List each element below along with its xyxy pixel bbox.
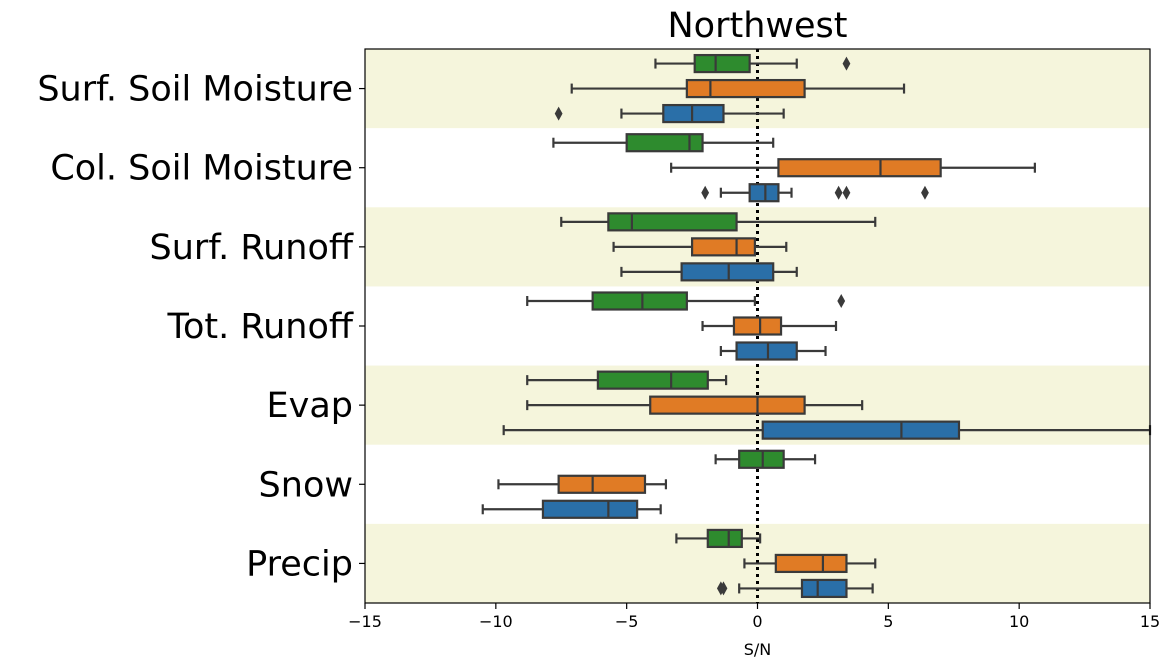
x-tick-label: 10 xyxy=(1009,612,1029,631)
box-iqr xyxy=(625,133,704,153)
category-label: Precip xyxy=(246,544,353,584)
box-1 xyxy=(552,133,775,153)
box-iqr xyxy=(748,183,780,203)
box-1 xyxy=(526,291,846,311)
flier-point xyxy=(842,185,851,200)
box-iqr xyxy=(800,578,848,599)
box-3 xyxy=(701,183,929,203)
box-2 xyxy=(670,158,1036,178)
box-1 xyxy=(654,53,851,74)
x-tick-label: −10 xyxy=(479,612,513,631)
category-label: Surf. Runoff xyxy=(150,228,354,268)
category-label: Tot. Runoff xyxy=(167,307,354,347)
box-iqr xyxy=(738,449,785,469)
box-2 xyxy=(743,553,877,574)
flier-point xyxy=(716,581,725,596)
box-2 xyxy=(526,395,864,415)
box-series xyxy=(481,53,1152,599)
box-3 xyxy=(716,578,874,599)
box-iqr xyxy=(732,316,783,336)
x-tick-label: 0 xyxy=(752,612,762,631)
box-2 xyxy=(497,474,668,494)
box-3 xyxy=(502,420,1152,440)
category-label: Evap xyxy=(267,386,354,426)
flier-point xyxy=(554,106,563,121)
box-iqr xyxy=(706,528,743,549)
box-iqr xyxy=(557,474,647,494)
box-iqr xyxy=(591,291,688,311)
box-iqr xyxy=(662,103,725,124)
box-iqr xyxy=(777,158,942,178)
x-axis-label: S/N xyxy=(744,640,772,659)
box-2 xyxy=(570,78,906,99)
box-iqr xyxy=(649,395,806,415)
chart-title: Northwest xyxy=(667,6,847,46)
x-tick-label: −5 xyxy=(615,612,639,631)
box-iqr xyxy=(596,370,709,390)
box-iqr xyxy=(607,212,738,232)
box-iqr xyxy=(685,78,806,99)
box-iqr xyxy=(735,341,798,361)
box-3 xyxy=(620,262,798,282)
box-iqr xyxy=(774,553,848,574)
box-3 xyxy=(719,341,827,361)
category-label: Snow xyxy=(259,465,353,505)
box-1 xyxy=(560,212,877,232)
x-tick-label: 5 xyxy=(883,612,893,631)
box-iqr xyxy=(680,262,775,282)
flier-point xyxy=(837,294,846,308)
category-label: Col. Soil Moisture xyxy=(50,149,353,189)
box-iqr xyxy=(541,499,639,519)
flier-point xyxy=(701,185,710,200)
box-iqr xyxy=(761,420,961,440)
box-1 xyxy=(714,449,817,469)
x-axis-ticks: −15 −10 −5 0 5 10 15 xyxy=(348,603,1160,631)
box-iqr xyxy=(693,53,751,74)
flier-point xyxy=(921,185,929,200)
box-2 xyxy=(612,237,788,257)
box-1 xyxy=(675,528,762,549)
y-axis-categories: Surf. Soil Moisture Col. Soil Moisture Sur… xyxy=(37,70,365,584)
box-3 xyxy=(481,499,662,519)
box-3 xyxy=(554,103,785,124)
x-tick-label: −15 xyxy=(348,612,382,631)
box-2 xyxy=(701,316,838,336)
box-1 xyxy=(526,370,728,390)
box-iqr xyxy=(690,237,756,257)
flier-point xyxy=(834,185,843,200)
x-tick-label: 15 xyxy=(1140,612,1160,631)
flier-point xyxy=(842,56,851,71)
category-label: Surf. Soil Moisture xyxy=(37,70,353,110)
